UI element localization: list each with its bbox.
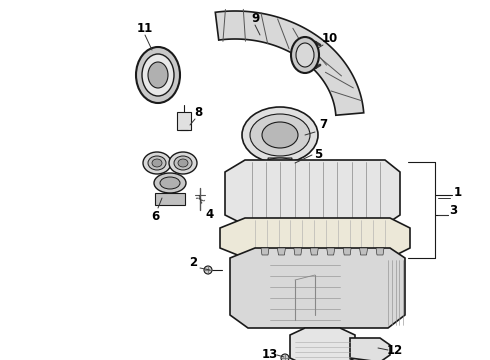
Text: χ: χ bbox=[195, 193, 205, 203]
Text: 3: 3 bbox=[449, 203, 457, 216]
Ellipse shape bbox=[291, 37, 319, 73]
Ellipse shape bbox=[142, 54, 174, 96]
Ellipse shape bbox=[169, 152, 197, 174]
Polygon shape bbox=[225, 160, 400, 225]
Text: 1: 1 bbox=[454, 185, 462, 198]
Polygon shape bbox=[310, 248, 318, 255]
Polygon shape bbox=[268, 158, 292, 170]
Polygon shape bbox=[327, 248, 335, 255]
Text: 4: 4 bbox=[206, 208, 214, 221]
Ellipse shape bbox=[178, 159, 188, 167]
Ellipse shape bbox=[204, 266, 212, 274]
Ellipse shape bbox=[281, 354, 289, 360]
Polygon shape bbox=[261, 248, 269, 255]
Polygon shape bbox=[376, 248, 384, 255]
Polygon shape bbox=[290, 328, 355, 360]
Text: 10: 10 bbox=[322, 31, 338, 45]
Text: 9: 9 bbox=[251, 12, 259, 24]
Text: 8: 8 bbox=[194, 105, 202, 118]
Polygon shape bbox=[277, 248, 286, 255]
Polygon shape bbox=[155, 193, 185, 205]
Text: 6: 6 bbox=[151, 211, 159, 224]
Polygon shape bbox=[306, 221, 317, 228]
Polygon shape bbox=[272, 221, 282, 228]
Text: 13: 13 bbox=[262, 348, 278, 360]
Ellipse shape bbox=[262, 122, 298, 148]
Polygon shape bbox=[294, 248, 302, 255]
Ellipse shape bbox=[148, 62, 168, 88]
Ellipse shape bbox=[260, 158, 300, 178]
Polygon shape bbox=[343, 248, 351, 255]
Polygon shape bbox=[255, 221, 265, 228]
Ellipse shape bbox=[174, 156, 192, 170]
Polygon shape bbox=[375, 221, 385, 228]
Polygon shape bbox=[215, 11, 364, 115]
Ellipse shape bbox=[148, 156, 166, 170]
Ellipse shape bbox=[154, 173, 186, 193]
Polygon shape bbox=[358, 221, 368, 228]
Ellipse shape bbox=[152, 159, 162, 167]
Text: 11: 11 bbox=[137, 22, 153, 35]
Ellipse shape bbox=[296, 43, 314, 67]
Polygon shape bbox=[177, 112, 191, 130]
Text: 5: 5 bbox=[314, 148, 322, 162]
Text: 12: 12 bbox=[387, 343, 403, 356]
Ellipse shape bbox=[143, 152, 171, 174]
Polygon shape bbox=[350, 338, 390, 360]
Polygon shape bbox=[289, 221, 299, 228]
Polygon shape bbox=[230, 248, 405, 328]
Ellipse shape bbox=[242, 107, 318, 163]
Polygon shape bbox=[360, 248, 368, 255]
Polygon shape bbox=[341, 221, 351, 228]
Polygon shape bbox=[220, 218, 410, 258]
Text: 2: 2 bbox=[189, 256, 197, 270]
Ellipse shape bbox=[250, 114, 310, 156]
Ellipse shape bbox=[136, 47, 180, 103]
Text: 7: 7 bbox=[319, 118, 327, 131]
Ellipse shape bbox=[160, 177, 180, 189]
Polygon shape bbox=[323, 221, 334, 228]
